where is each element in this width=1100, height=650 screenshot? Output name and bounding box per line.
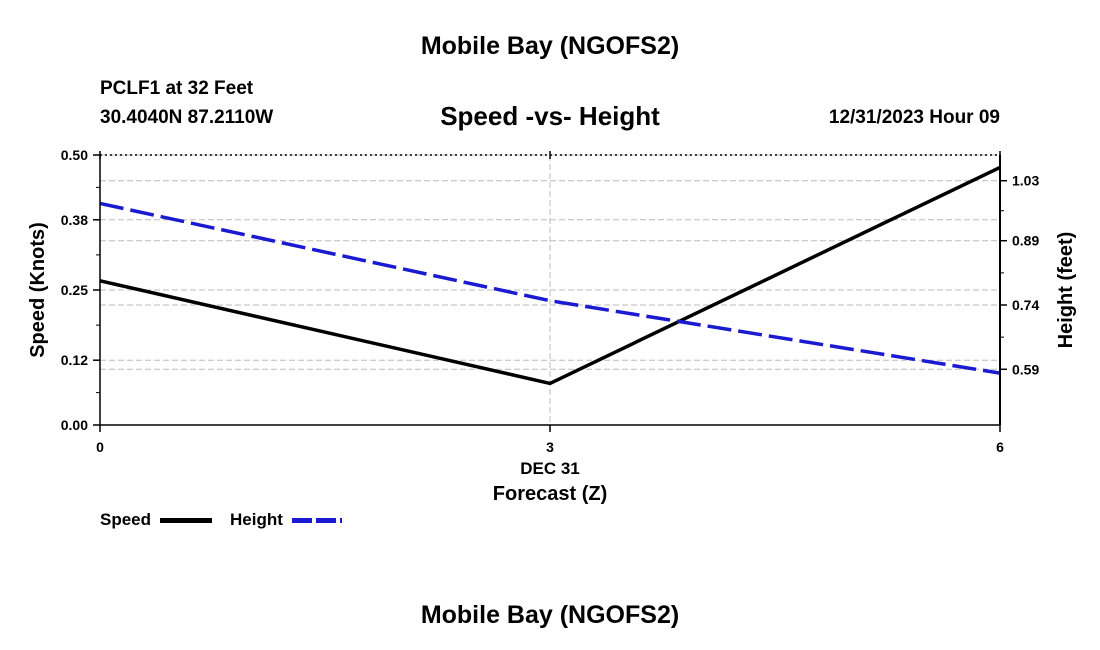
right-tick-label: 0.74 bbox=[1012, 297, 1039, 313]
right-tick-label: 0.89 bbox=[1012, 233, 1039, 249]
legend-height-label: Height bbox=[230, 510, 283, 529]
x-tick-label: 3 bbox=[546, 439, 554, 455]
footer-title: Mobile Bay (NGOFS2) bbox=[420, 601, 680, 629]
x-sublabel: DEC 31 bbox=[520, 459, 580, 478]
grid-layer bbox=[100, 154, 1000, 425]
label-layer: 0.00 0.12 0.25 0.38 0.50 0.59 0.74 0.89 1.03 0 3 6 D… bbox=[27, 147, 1077, 505]
x-tick-label: 6 bbox=[996, 439, 1004, 455]
left-tick-label: 0.50 bbox=[61, 147, 88, 163]
left-tick-label: 0.38 bbox=[61, 212, 88, 228]
series-height-line bbox=[99, 201, 1001, 375]
series-speed-line bbox=[99, 165, 1001, 386]
right-tick-label: 0.59 bbox=[1012, 361, 1039, 377]
x-tick-label: 0 bbox=[96, 439, 104, 455]
left-tick-label: 0.25 bbox=[61, 282, 88, 298]
chart-title: Speed -vs- Height bbox=[440, 101, 660, 131]
left-tick-label: 0.12 bbox=[61, 352, 88, 368]
x-axis-title: Forecast (Z) bbox=[493, 483, 607, 505]
legend-speed-swatch bbox=[160, 518, 212, 523]
axes-layer bbox=[93, 151, 1007, 432]
station-label: PCLF1 at 32 Feet bbox=[100, 78, 254, 99]
series-layer bbox=[99, 165, 1001, 386]
speed-height-chart: 0.00 0.12 0.25 0.38 0.50 0.59 0.74 0.89 1.03 0 3 6 D… bbox=[27, 147, 1077, 505]
right-axis-title: Height (feet) bbox=[1055, 232, 1077, 349]
forecast-datetime: 12/31/2023 Hour 09 bbox=[828, 107, 1000, 128]
coordinates-label: 30.4040N 87.2110W bbox=[100, 107, 274, 128]
legend-height-swatch bbox=[292, 518, 342, 523]
left-axis-title: Speed (Knots) bbox=[27, 222, 49, 358]
right-tick-label: 1.03 bbox=[1012, 173, 1039, 189]
main-title: Mobile Bay (NGOFS2) bbox=[420, 32, 680, 60]
legend-speed-label: Speed bbox=[100, 510, 152, 529]
left-tick-label: 0.00 bbox=[61, 417, 88, 433]
